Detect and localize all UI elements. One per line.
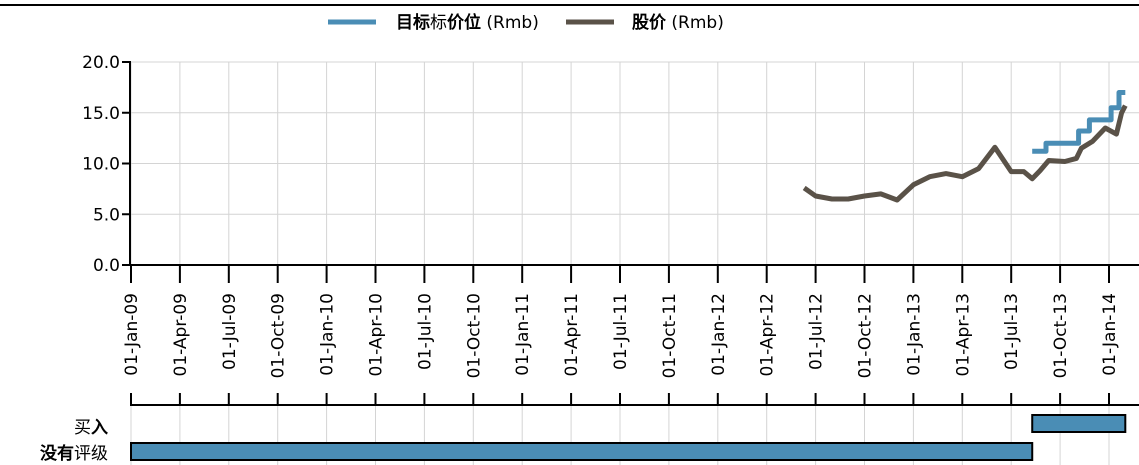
x-tick-label: 01-Apr-12 xyxy=(758,293,778,376)
x-tick-label: 01-Oct-10 xyxy=(464,293,484,378)
legend-target-label: 目标标价位 (Rmb) xyxy=(396,12,539,33)
x-tick-label: 01-Jul-10 xyxy=(415,293,435,370)
x-tick-label: 01-Jul-13 xyxy=(1002,293,1022,370)
y-tick-label: 10.0 xyxy=(82,155,120,175)
legend-price-label: 股价 (Rmb) xyxy=(632,13,724,33)
series-layer xyxy=(802,90,1128,203)
x-tick-label: 01-Jul-11 xyxy=(611,293,631,370)
x-tick-label: 01-Jan-09 xyxy=(122,293,142,376)
legend: 目标标价位 (Rmb) 股价 (Rmb) xyxy=(328,12,724,33)
y-tick-label: 20.0 xyxy=(82,53,120,73)
rating-layer: 买入 没有评级 xyxy=(40,414,1127,464)
x-axis: 01-Jan-09 01-Apr-09 01-Jul-09 01-Oct-09 01-J… xyxy=(122,264,1139,406)
x-tick-label: 01-Jan-11 xyxy=(513,293,533,376)
x-tick-label: 01-Apr-13 xyxy=(953,293,973,376)
y-tick-label: 15.0 xyxy=(82,104,120,124)
target-price-line xyxy=(1032,90,1126,154)
x-tick-label: 01-Apr-10 xyxy=(367,293,387,376)
x-tick-label: 01-Oct-12 xyxy=(856,293,876,378)
stock-price-line xyxy=(802,104,1128,203)
x-tick-label: 01-Oct-09 xyxy=(269,293,289,378)
x-tick-label: 01-Jan-13 xyxy=(904,293,924,376)
x-tick-label: 01-Jul-12 xyxy=(807,293,827,370)
x-tick-label: 01-Apr-09 xyxy=(171,293,191,376)
x-tick-label: 01-Oct-11 xyxy=(660,293,680,378)
x-tick-label: 01-Jan-12 xyxy=(709,293,729,376)
y-tick-label: 5.0 xyxy=(93,205,120,225)
rating-label-none: 没有评级 xyxy=(40,443,108,464)
x-tick-label: 01-Jul-09 xyxy=(220,293,240,370)
x-tick-label: 01-Apr-11 xyxy=(562,293,582,376)
y-axis: 0.0 5.0 10.0 15.0 20.0 xyxy=(82,53,131,276)
y-tick-label: 0.0 xyxy=(93,256,120,276)
x-tick-label: 01-Jan-14 xyxy=(1100,293,1120,376)
x-tick-label: 01-Jan-10 xyxy=(318,293,338,376)
rating-bar-buy xyxy=(1031,414,1127,433)
rating-label-buy: 买入 xyxy=(74,418,108,438)
rating-bar-none xyxy=(130,442,1034,461)
x-tick-label: 01-Oct-13 xyxy=(1051,293,1071,378)
